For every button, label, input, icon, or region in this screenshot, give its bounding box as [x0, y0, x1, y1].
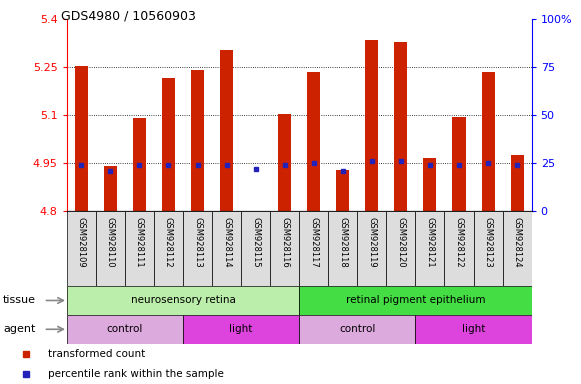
Bar [299, 211, 328, 286]
Text: GSM928124: GSM928124 [512, 217, 522, 268]
Bar [299, 286, 532, 315]
Bar [96, 211, 125, 286]
Text: GSM928110: GSM928110 [106, 217, 115, 268]
Text: GSM928116: GSM928116 [280, 217, 289, 268]
Text: GSM928118: GSM928118 [338, 217, 347, 268]
Bar [299, 315, 415, 344]
Bar [133, 118, 146, 211]
Text: GSM928120: GSM928120 [396, 217, 406, 268]
Bar [75, 66, 88, 211]
Text: percentile rank within the sample: percentile rank within the sample [48, 369, 224, 379]
Bar [241, 211, 270, 286]
Text: GDS4980 / 10560903: GDS4980 / 10560903 [61, 10, 196, 23]
Text: GSM928121: GSM928121 [425, 217, 435, 268]
Text: GSM928115: GSM928115 [251, 217, 260, 268]
Text: control: control [107, 324, 143, 334]
Text: light: light [462, 324, 485, 334]
Text: GSM928112: GSM928112 [164, 217, 173, 268]
Text: light: light [229, 324, 253, 334]
Bar [270, 211, 299, 286]
Bar [162, 78, 175, 211]
Bar [183, 211, 212, 286]
Bar [67, 211, 96, 286]
Bar [104, 166, 117, 211]
Text: retinal pigment epithelium: retinal pigment epithelium [346, 295, 485, 306]
Bar [183, 315, 299, 344]
Bar [307, 72, 320, 211]
Bar [415, 211, 444, 286]
Bar [220, 50, 233, 211]
Bar [336, 170, 349, 211]
Bar [278, 114, 291, 211]
Bar [386, 211, 415, 286]
Text: neurosensory retina: neurosensory retina [131, 295, 235, 306]
Text: transformed count: transformed count [48, 349, 145, 359]
Bar [212, 211, 241, 286]
Bar [511, 155, 523, 211]
Bar [357, 211, 386, 286]
Text: tissue: tissue [3, 295, 36, 306]
Text: GSM928109: GSM928109 [77, 217, 86, 268]
Bar [453, 117, 465, 211]
Bar [394, 41, 407, 211]
Bar [67, 315, 183, 344]
Text: agent: agent [3, 324, 35, 334]
Text: GSM928122: GSM928122 [454, 217, 464, 268]
Bar [125, 211, 154, 286]
Bar [482, 72, 494, 211]
Bar [444, 211, 474, 286]
Bar [415, 315, 532, 344]
Text: GSM928117: GSM928117 [309, 217, 318, 268]
Text: GSM928113: GSM928113 [193, 217, 202, 268]
Bar [365, 40, 378, 211]
Bar [191, 70, 204, 211]
Text: GSM928114: GSM928114 [222, 217, 231, 268]
Bar [328, 211, 357, 286]
Bar [67, 286, 299, 315]
Bar [503, 211, 532, 286]
Bar [474, 211, 503, 286]
Text: control: control [339, 324, 375, 334]
Text: GSM928111: GSM928111 [135, 217, 144, 268]
Bar [424, 159, 436, 211]
Text: GSM928123: GSM928123 [483, 217, 493, 268]
Text: GSM928119: GSM928119 [367, 217, 376, 268]
Bar [154, 211, 183, 286]
